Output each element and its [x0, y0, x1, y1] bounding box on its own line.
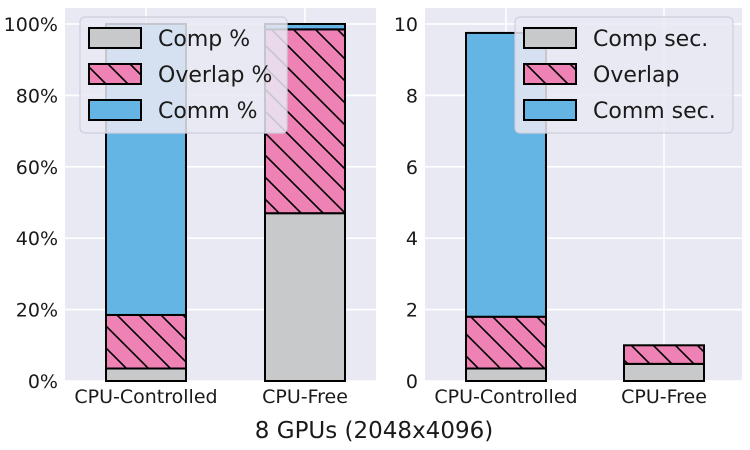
x-tick-label: CPU-Free [262, 386, 348, 408]
y-tick-label: 20% [16, 300, 58, 322]
y-tick-label: 80% [16, 85, 58, 107]
legend-swatch-comp [88, 27, 142, 49]
x-tick-label: CPU-Free [621, 386, 707, 408]
y-tick-label: 6 [406, 157, 418, 179]
bar-overlap-cpu-controlled [465, 315, 547, 370]
legend-swatch-overlap [88, 63, 142, 85]
bar-overlap-cpu-free [623, 344, 705, 365]
y-tick-label: 8 [406, 85, 418, 107]
legend-swatch-comm [88, 99, 142, 121]
x-tick-label: CPU-Controlled [74, 386, 217, 408]
legend-label-overlap: Overlap % [158, 63, 272, 88]
y-tick-label: 10 [394, 14, 418, 36]
bar-comp-cpu-controlled [465, 367, 547, 383]
bar-comp-cpu-free [623, 362, 705, 383]
y-tick-label: 100% [4, 14, 58, 36]
y-tick-label: 4 [406, 228, 418, 250]
right-chart-panel: 0 2 4 6 8 10 CPU-Controlled CPU-Free Comp sec. Ov… [394, 8, 742, 408]
legend-label-comm: Comm % [158, 99, 258, 124]
left-chart-panel: 0% 20% 40% 60% 80% 100% CPU-Controlled CPU-Free… [4, 8, 376, 408]
x-tick-label: CPU-Controlled [434, 386, 577, 408]
y-tick-label: 40% [16, 228, 58, 250]
legend-swatch-comp [523, 27, 577, 49]
legend-label-comp: Comp sec. [593, 27, 708, 52]
legend-swatch-overlap [523, 63, 577, 85]
legend-label-comm: Comm sec. [593, 99, 716, 124]
legend: Comp sec. Overlap Comm sec. [514, 16, 734, 134]
y-tick-label: 0 [406, 371, 418, 393]
x-axis-label: 8 GPUs (2048x4096) [255, 418, 493, 444]
bar-comp-cpu-free [264, 212, 346, 382]
legend-label-comp: Comp % [158, 27, 250, 52]
y-tick-label: 0% [28, 371, 58, 393]
y-tick-label: 2 [406, 300, 418, 322]
legend: Comp % Overlap % Comm % [79, 16, 288, 134]
bar-comp-cpu-controlled [105, 367, 187, 383]
y-tick-label: 60% [16, 157, 58, 179]
bar-overlap-cpu-controlled [105, 313, 187, 370]
legend-label-overlap: Overlap [593, 63, 679, 88]
legend-swatch-comm [523, 99, 577, 121]
